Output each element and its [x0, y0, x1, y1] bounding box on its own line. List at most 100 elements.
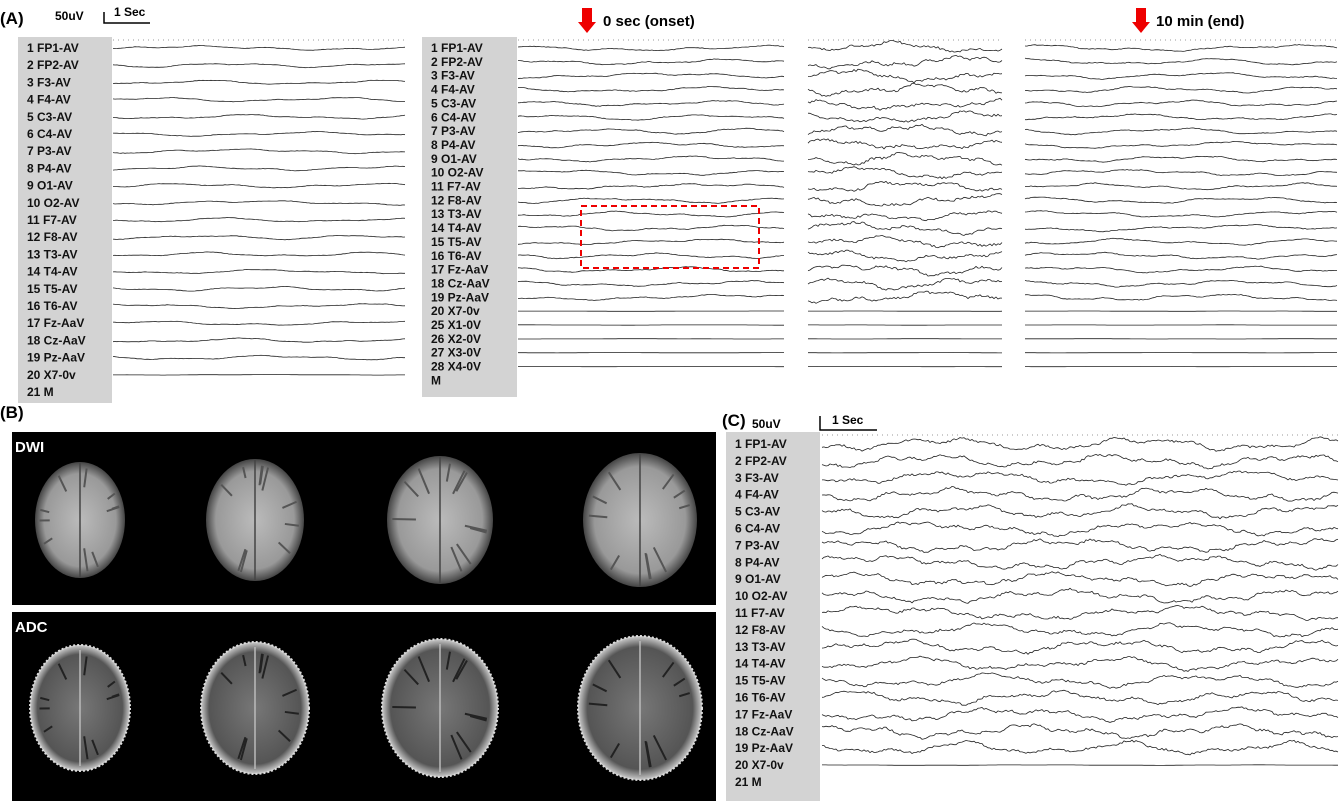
eeg-trace — [808, 83, 1002, 96]
figure-canvas: (A) 50uV 1 Sec 0 sec (onset) 10 min (end… — [0, 0, 1340, 801]
scale-time: 1 Sec — [114, 5, 146, 19]
eeg-trace — [808, 235, 1002, 247]
eeg-trace — [518, 73, 784, 79]
eeg-trace — [518, 156, 784, 162]
eeg-trace — [822, 471, 1338, 485]
eeg-trace — [518, 225, 784, 231]
panel-label: (C) — [722, 411, 746, 430]
eeg-trace — [808, 211, 1002, 221]
eeg-trace — [822, 606, 1338, 621]
eeg-trace — [822, 639, 1338, 654]
eeg-trace — [113, 64, 405, 68]
eeg-trace — [518, 294, 784, 300]
eeg-trace — [113, 80, 405, 84]
dwi-label: DWI — [15, 439, 44, 456]
eeg-trace — [518, 86, 784, 92]
eeg-trace — [808, 278, 1002, 290]
eeg-trace — [1025, 100, 1337, 107]
channel-label: 25 X1-0V — [431, 318, 481, 332]
eeg-trace — [822, 522, 1338, 537]
eeg-trace — [822, 623, 1338, 637]
channel-label: 6 C4-AV — [735, 522, 780, 536]
channel-label: 15 T5-AV — [27, 282, 77, 296]
channel-label: 4 F4-AV — [735, 488, 779, 502]
eeg-trace — [1025, 183, 1337, 190]
scale-amplitude: 50uV — [752, 417, 781, 431]
channel-label: 2 FP2-AV — [735, 454, 787, 468]
eeg-trace — [808, 55, 1002, 68]
eeg-trace — [1025, 225, 1337, 232]
channel-label: 14 T4-AV — [431, 221, 481, 235]
channel-label: 19 Pz-AaV — [27, 351, 85, 365]
eeg-trace — [518, 59, 784, 65]
channel-label: 3 F3-AV — [431, 69, 475, 83]
eeg-trace — [518, 45, 784, 50]
channel-label: 12 F8-AV — [27, 230, 77, 244]
highlight-box — [581, 206, 759, 268]
channel-label: 9 O1-AV — [431, 152, 477, 166]
arrow — [578, 8, 596, 33]
channel-label: 1 FP1-AV — [735, 437, 787, 451]
eeg-trace — [113, 183, 405, 188]
channel-label: 7 P3-AV — [431, 124, 475, 138]
gyrus — [392, 519, 416, 520]
channel-label: 11 F7-AV — [27, 213, 77, 227]
eeg-trace — [822, 588, 1338, 603]
channel-label: 12 F8-AV — [735, 623, 785, 637]
eeg-trace — [822, 673, 1338, 688]
eeg-trace — [113, 201, 405, 206]
channel-label: 8 P4-AV — [27, 161, 71, 175]
channel-label: 21 M — [27, 385, 54, 399]
eeg-trace — [1025, 128, 1337, 135]
channel-label: 20 X7-0v — [735, 758, 784, 772]
onset-marker: 0 sec (onset) — [603, 13, 695, 30]
eeg-trace — [113, 286, 405, 291]
panel-label: (B) — [0, 403, 24, 422]
eeg-trace — [1025, 156, 1337, 162]
eeg-trace — [822, 504, 1338, 519]
eeg-trace — [518, 101, 784, 107]
eeg-trace — [518, 239, 784, 244]
channel-label: 1 FP1-AV — [27, 41, 79, 55]
eeg-trace — [1025, 58, 1337, 65]
eeg-trace — [1025, 87, 1337, 94]
eeg-trace — [1025, 266, 1337, 273]
panel-label: (A) — [0, 9, 24, 28]
eeg-trace — [822, 707, 1338, 723]
eeg-trace — [808, 152, 1002, 165]
eeg-trace — [822, 454, 1338, 469]
eeg-trace — [822, 554, 1338, 570]
figure: (A) 50uV 1 Sec 0 sec (onset) 10 min (end… — [0, 0, 1340, 801]
channel-label: 16 T6-AV — [27, 299, 77, 313]
channel-label: 19 Pz-AaV — [735, 741, 793, 755]
channel-label: 5 C3-AV — [431, 96, 476, 110]
end-marker: 10 min (end) — [1156, 13, 1244, 30]
eeg-trace — [822, 656, 1338, 671]
eeg-trace — [1025, 197, 1337, 203]
eeg-trace — [518, 128, 784, 134]
eeg-trace — [113, 98, 405, 102]
channel-label: 10 O2-AV — [431, 166, 483, 180]
eeg-trace — [808, 111, 1002, 122]
scale-amplitude: 50uV — [55, 9, 84, 23]
scale-time: 1 Sec — [832, 413, 864, 427]
eeg-trace — [808, 291, 1002, 303]
channel-label: 16 T6-AV — [431, 249, 481, 263]
channel-label: 7 P3-AV — [27, 144, 71, 158]
eeg-trace — [113, 235, 405, 239]
adc-label: ADC — [15, 619, 48, 636]
eeg-trace — [113, 149, 405, 154]
eeg-trace — [808, 124, 1002, 135]
channel-label: 12 F8-AV — [431, 193, 481, 207]
eeg-trace — [808, 181, 1002, 191]
eeg-trace — [1025, 238, 1337, 245]
eeg-trace — [113, 269, 405, 273]
eeg-trace — [1025, 252, 1337, 259]
eeg-trace — [822, 690, 1338, 705]
channel-label: 20 X7-0v — [27, 368, 76, 382]
eeg-trace — [822, 724, 1338, 740]
channel-label: 17 Fz-AaV — [431, 263, 488, 277]
eeg-trace — [1025, 142, 1337, 149]
channel-label: 6 C4-AV — [27, 127, 72, 141]
eeg-trace — [518, 198, 784, 204]
